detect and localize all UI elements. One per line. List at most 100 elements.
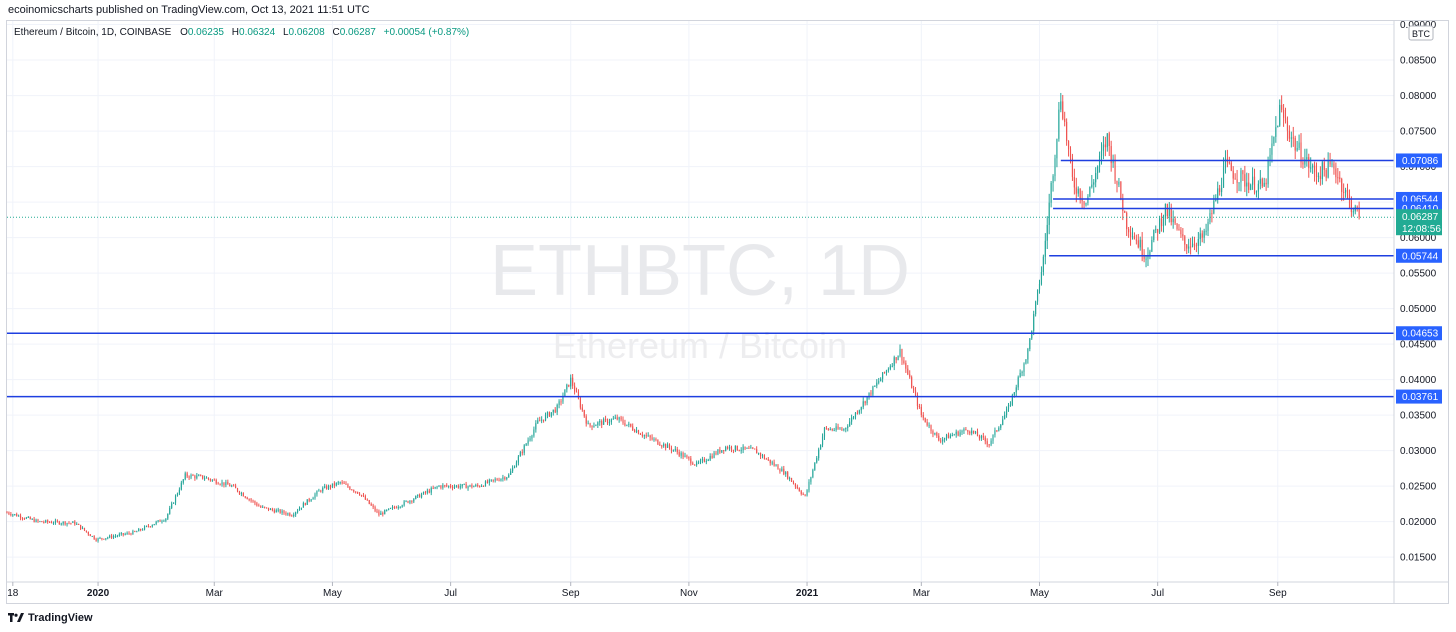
candle-body [271, 508, 273, 511]
candle-body [1075, 187, 1077, 194]
price-axis: 0.01500 0.02000 0.02500 0.03000 0.03500 0.040… [1393, 20, 1442, 604]
candle-body [810, 477, 812, 482]
candle-body [72, 521, 74, 524]
candle-body [16, 514, 18, 517]
candle-body [163, 520, 165, 522]
candle-body [936, 432, 938, 436]
candle-body [777, 465, 779, 470]
candle-body [120, 533, 122, 535]
candle-body [1040, 272, 1043, 285]
candle-body [293, 514, 295, 517]
watermark: ETHBTC, 1D Ethereum / Bitcoin [490, 231, 910, 366]
candle-body [692, 463, 694, 465]
candle-body [521, 452, 523, 454]
candle-body [943, 437, 946, 440]
candle-body [517, 456, 519, 463]
candle-body [996, 430, 998, 432]
candle-body [1118, 181, 1120, 185]
candle-body [159, 520, 161, 522]
candle-body [1019, 373, 1021, 378]
candle-body [1021, 371, 1023, 374]
candle-body [1199, 233, 1201, 239]
candle-body [157, 520, 159, 522]
candle-body [1224, 158, 1227, 168]
candle-body [1079, 188, 1081, 200]
level-label: 0.03761 [1402, 392, 1439, 403]
candle-body [934, 432, 936, 435]
candle-body [314, 494, 316, 499]
candle-body [99, 538, 101, 540]
candle-body [647, 435, 649, 437]
candle-body [74, 521, 76, 525]
candle-body [769, 459, 771, 464]
candle-body [21, 518, 24, 520]
candle-body [1035, 301, 1037, 315]
candle-body [901, 349, 903, 361]
candle-body [302, 503, 304, 508]
candle-body [378, 511, 380, 515]
candle-body [1023, 363, 1025, 372]
candle-body [674, 449, 676, 451]
candle-body [142, 529, 144, 531]
x-tick-label: 18 [7, 588, 19, 599]
candle-body [391, 506, 394, 509]
candle-body [903, 360, 905, 363]
candle-body [572, 377, 574, 386]
candle-body [89, 534, 91, 537]
candle-body [1265, 182, 1267, 185]
candle-body [1337, 177, 1339, 179]
candle-body [1240, 170, 1242, 183]
candle-body [300, 507, 303, 509]
candle-body [909, 374, 911, 378]
candle-body [994, 430, 996, 435]
candle-body [80, 524, 82, 529]
candle-body [889, 366, 891, 370]
candle-body [527, 440, 529, 444]
candle-body [699, 460, 702, 463]
candle-body [1281, 104, 1283, 110]
candle-body [723, 450, 725, 452]
candle-body [1327, 160, 1329, 178]
candle-body [852, 417, 855, 419]
candle-body [682, 452, 684, 458]
candle-body [289, 513, 291, 516]
candle-body [295, 512, 297, 515]
candle-body [324, 486, 326, 488]
candle-body [1054, 158, 1056, 177]
candle-body [872, 386, 874, 395]
candle-body [814, 462, 816, 470]
candle-body [221, 482, 223, 485]
candle-body [1329, 160, 1331, 165]
candle-body [893, 357, 895, 366]
candle-body [1257, 183, 1259, 192]
candle-body [612, 418, 614, 420]
candle-body [27, 516, 29, 518]
candle-body [645, 435, 647, 437]
y-tick-label: 0.05000 [1400, 304, 1437, 315]
close-label: C [332, 27, 340, 38]
candle-body [601, 421, 603, 425]
candle-body [1302, 162, 1304, 165]
candle-body [1071, 158, 1074, 178]
candle-body [1052, 176, 1054, 183]
candle-body [209, 479, 211, 481]
tradingview-footer[interactable]: TradingView [8, 612, 93, 624]
candle-body [976, 431, 979, 437]
candle-body [12, 514, 14, 516]
candle-body [417, 494, 419, 496]
candle-body [426, 490, 428, 493]
candle-body [1261, 178, 1263, 187]
candle-body [986, 441, 988, 445]
candle-body [969, 431, 971, 434]
candle-body [707, 459, 709, 461]
last-price-label: 0.06287 [1402, 212, 1439, 223]
candle-body [273, 510, 275, 513]
candle-body [8, 512, 10, 514]
candle-body [711, 455, 713, 458]
candle-body [329, 485, 332, 488]
candle-body [1128, 229, 1130, 233]
candle-body [535, 423, 537, 430]
candle-body [740, 450, 742, 452]
candle-body [1004, 414, 1006, 420]
